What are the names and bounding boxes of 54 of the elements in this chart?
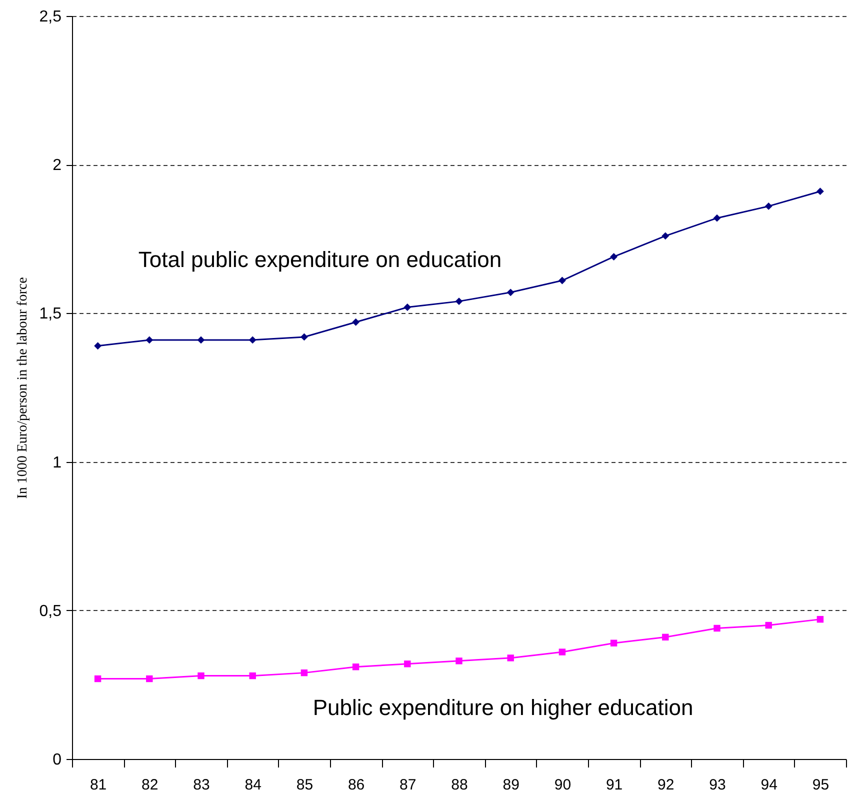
series-label: Public expenditure on higher education xyxy=(312,695,694,720)
point xyxy=(456,658,462,664)
x-tick-label: 85 xyxy=(296,776,314,794)
y-tick-label: 2,5 xyxy=(39,8,62,26)
y-tick-label: 1,5 xyxy=(39,306,62,323)
x-tick-label: 88 xyxy=(451,776,468,794)
point xyxy=(404,304,412,311)
x-tick-label: 83 xyxy=(193,776,210,794)
point xyxy=(558,648,566,656)
x-tick-label: 89 xyxy=(502,776,520,794)
point xyxy=(404,660,411,668)
y-tick-label: 0,5 xyxy=(39,602,62,620)
x-tick-label: 91 xyxy=(606,776,623,794)
point xyxy=(300,333,308,341)
point xyxy=(352,318,360,326)
x-tick-label: 93 xyxy=(709,776,726,794)
point xyxy=(816,616,824,623)
point xyxy=(714,624,720,632)
point xyxy=(94,342,102,350)
x-tick-label: 95 xyxy=(812,776,830,794)
point xyxy=(507,654,514,662)
point xyxy=(352,664,360,670)
series-label: Total public expenditure on education xyxy=(138,247,502,272)
point xyxy=(662,232,670,240)
x-tick-label: 84 xyxy=(244,776,262,794)
x-tick-label: 81 xyxy=(90,776,107,794)
x-tick-label: 94 xyxy=(760,776,778,794)
y-tick-label: 2 xyxy=(52,157,62,174)
point xyxy=(455,298,463,306)
point xyxy=(558,276,566,284)
point xyxy=(764,202,772,210)
point xyxy=(662,634,669,640)
point xyxy=(146,675,153,682)
x-tick-label: 90 xyxy=(554,776,572,794)
x-tick-label: 92 xyxy=(658,776,674,794)
y-tick-label: 1 xyxy=(52,454,62,472)
point xyxy=(249,672,256,680)
point xyxy=(506,288,514,296)
point xyxy=(146,336,154,344)
point xyxy=(248,336,256,344)
point xyxy=(816,188,824,196)
y-axis-title: In 1000 Euro/person in the labour force xyxy=(15,277,30,499)
point xyxy=(610,253,618,260)
point xyxy=(198,672,204,680)
point xyxy=(197,336,205,344)
point xyxy=(300,669,308,676)
x-tick-label: 86 xyxy=(348,776,365,794)
y-tick-label: 0 xyxy=(52,752,62,768)
x-tick-label: 87 xyxy=(400,776,416,794)
point xyxy=(713,214,721,222)
point xyxy=(94,675,102,682)
point xyxy=(610,640,618,646)
x-tick-label: 82 xyxy=(142,776,158,794)
point xyxy=(765,622,772,629)
